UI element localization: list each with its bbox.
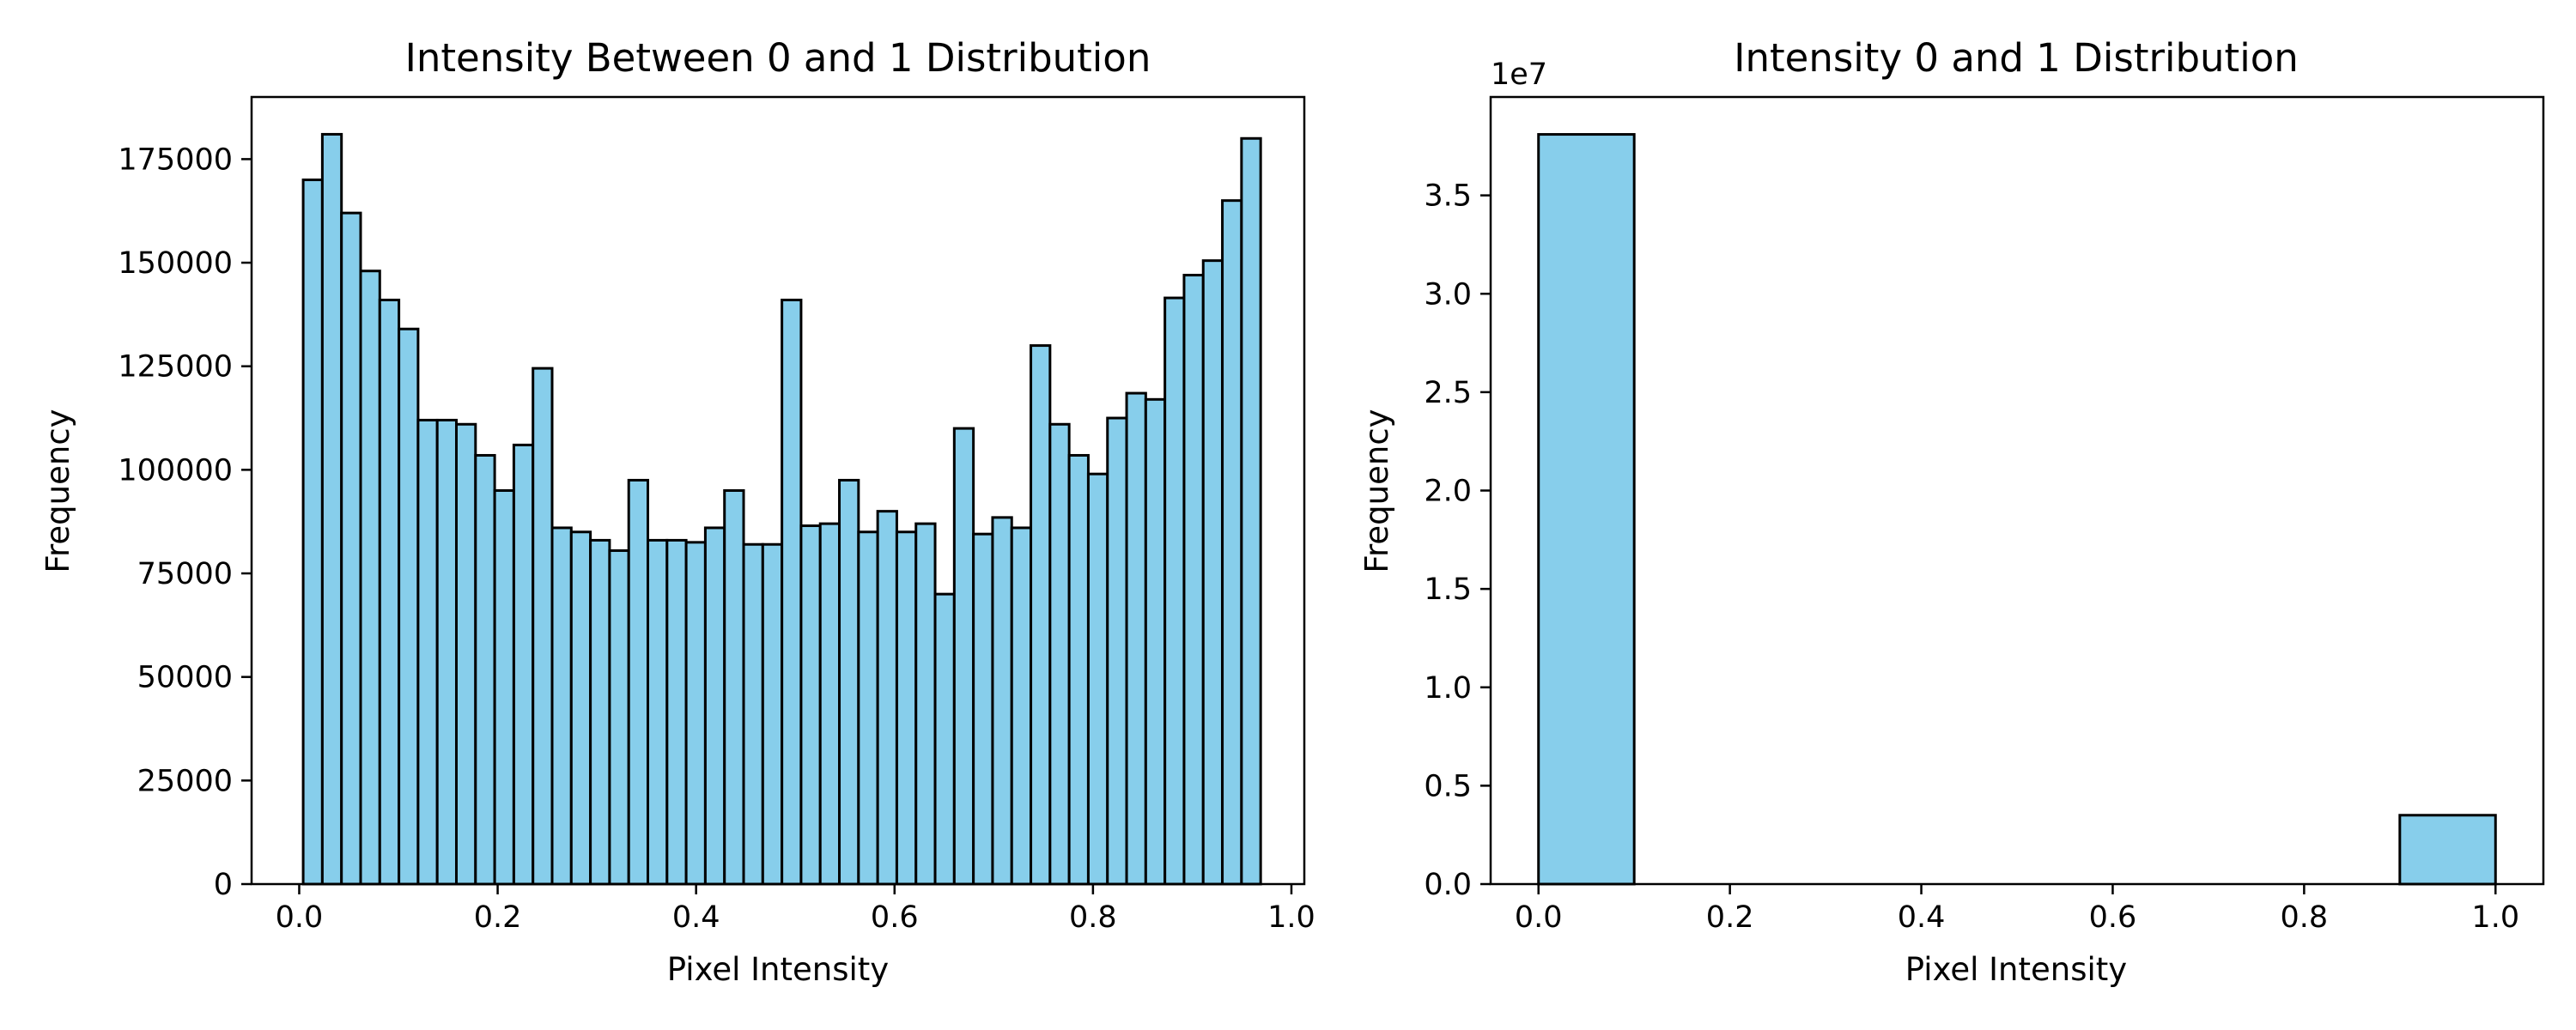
x-tick-label: 0.6 xyxy=(871,900,919,935)
histogram-bar xyxy=(378,298,401,886)
y-tick-label: 100000 xyxy=(118,453,233,488)
histogram-bar xyxy=(933,592,956,886)
histogram-bar xyxy=(1030,344,1052,886)
x-tick-label: 0.8 xyxy=(1069,900,1117,935)
histogram-bar xyxy=(1221,199,1243,886)
x-tick-label: 0.0 xyxy=(276,900,324,935)
histogram-bar xyxy=(1086,472,1109,886)
x-tick-label: 0.0 xyxy=(1515,900,1563,935)
histogram-bar xyxy=(742,542,764,886)
x-tick-label: 1.0 xyxy=(1267,900,1315,935)
x-tick-label: 1.0 xyxy=(2471,900,2519,935)
histogram-panel-right: Intensity 0 and 1 Distribution 1e7 0.0 0.… xyxy=(1358,35,2545,988)
y-tick-label: 2.0 xyxy=(1424,475,1472,509)
chart-title: Intensity Between 0 and 1 Distribution xyxy=(405,35,1151,81)
histogram-bar xyxy=(416,418,439,886)
histogram-bar xyxy=(895,530,918,886)
histogram-bar xyxy=(972,532,994,886)
histogram-bar xyxy=(340,211,362,886)
histogram-bar xyxy=(647,538,669,886)
histogram-bar xyxy=(398,327,420,886)
histogram-bar xyxy=(550,526,573,886)
histogram-bar xyxy=(799,524,822,886)
y-tick-label: 1.0 xyxy=(1424,671,1472,706)
histogram-bar xyxy=(1240,136,1262,886)
histogram-bar xyxy=(818,522,841,886)
chart-title: Intensity 0 and 1 Distribution xyxy=(1734,35,2299,81)
histogram-bar xyxy=(1010,526,1033,886)
histogram-panel-left: Intensity Between 0 and 1 Distribution 0… xyxy=(39,35,1315,988)
x-axis-label: Pixel Intensity xyxy=(1905,951,2127,988)
histogram-bar xyxy=(532,367,554,886)
histogram-bar xyxy=(991,516,1013,886)
histogram-bar xyxy=(1537,133,1636,886)
histogram-bar xyxy=(2398,814,2497,886)
histogram-bar xyxy=(627,478,650,886)
y-tick-label: 75000 xyxy=(137,557,233,591)
plot-frame xyxy=(250,95,1306,886)
y-tick-label: 0.0 xyxy=(1424,868,1472,902)
x-tick-label: 0.6 xyxy=(2089,900,2137,935)
histogram-bar xyxy=(1201,259,1224,886)
histogram-bar xyxy=(493,489,515,886)
bar-series xyxy=(1537,133,2497,886)
histogram-bar xyxy=(1144,397,1167,886)
histogram-bar xyxy=(359,270,381,886)
x-axis-label: Pixel Intensity xyxy=(667,951,889,988)
y-axis-offset-label: 1e7 xyxy=(1491,58,1547,92)
histogram-bar xyxy=(857,530,879,886)
y-tick-label: 2.5 xyxy=(1424,376,1472,410)
histogram-bar xyxy=(761,542,784,886)
histogram-bar xyxy=(589,538,611,886)
histogram-bar xyxy=(1182,274,1205,886)
histogram-bar xyxy=(512,443,535,886)
y-axis-ticks: 0.0 0.5 1.0 1.5 2.0 2.5 3.0 3.5 xyxy=(1424,179,1491,902)
x-tick-label: 0.2 xyxy=(1706,900,1754,935)
histogram-bar xyxy=(320,132,343,886)
y-tick-label: 125000 xyxy=(118,350,233,385)
histogram-bar xyxy=(1067,453,1090,886)
histogram-bar xyxy=(781,298,803,886)
histogram-bar xyxy=(454,422,477,886)
x-tick-label: 0.4 xyxy=(672,900,720,935)
histogram-bar xyxy=(569,530,592,886)
x-tick-label: 0.4 xyxy=(1898,900,1946,935)
histogram-bar xyxy=(608,548,630,886)
histogram-bar xyxy=(1048,422,1071,886)
histogram-bar xyxy=(435,418,458,886)
x-axis-ticks: 0.0 0.2 0.4 0.6 0.8 1.0 xyxy=(1515,884,2519,935)
x-tick-label: 0.8 xyxy=(2281,900,2329,935)
y-tick-label: 50000 xyxy=(137,661,233,695)
histogram-bar xyxy=(665,538,688,886)
y-axis-label: Frequency xyxy=(1358,409,1395,573)
y-tick-label: 3.5 xyxy=(1424,179,1472,214)
histogram-bar xyxy=(684,541,707,886)
histogram-bar xyxy=(1163,296,1186,886)
y-tick-label: 3.0 xyxy=(1424,277,1472,312)
histogram-bar xyxy=(1106,416,1128,886)
histogram-bar xyxy=(474,453,496,886)
y-tick-label: 0.5 xyxy=(1424,769,1472,803)
histogram-bar xyxy=(876,510,898,886)
y-tick-label: 25000 xyxy=(137,764,233,798)
histogram-bar xyxy=(723,489,745,886)
y-tick-label: 1.5 xyxy=(1424,573,1472,607)
x-tick-label: 0.2 xyxy=(474,900,522,935)
y-axis-ticks: 0 25000 50000 75000 100000 125000 150000 175000 xyxy=(118,142,252,902)
histogram-bar xyxy=(914,522,937,886)
y-tick-label: 175000 xyxy=(118,142,233,177)
histogram-bar xyxy=(703,526,726,886)
y-axis-label: Frequency xyxy=(39,409,76,573)
histogram-bar xyxy=(301,179,324,886)
plot-frame xyxy=(1489,95,2545,886)
histogram-bar xyxy=(1125,391,1147,886)
histogram-bar xyxy=(838,478,860,886)
y-tick-label: 0 xyxy=(214,868,233,902)
histogram-bar xyxy=(952,427,975,886)
y-tick-label: 150000 xyxy=(118,246,233,281)
x-axis-ticks: 0.0 0.2 0.4 0.6 0.8 1.0 xyxy=(276,884,1315,935)
